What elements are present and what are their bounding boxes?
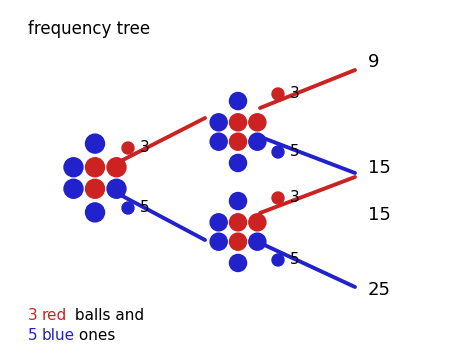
Text: 3: 3 <box>290 87 300 102</box>
Text: 25: 25 <box>368 281 391 299</box>
Text: frequency tree: frequency tree <box>28 20 150 38</box>
Text: 15: 15 <box>368 206 391 224</box>
Text: 15: 15 <box>368 159 391 177</box>
Circle shape <box>210 114 227 131</box>
Circle shape <box>85 158 104 177</box>
Circle shape <box>229 114 246 131</box>
Circle shape <box>272 254 284 266</box>
Circle shape <box>249 233 266 250</box>
Circle shape <box>229 255 246 272</box>
Circle shape <box>272 192 284 204</box>
Circle shape <box>64 158 83 177</box>
Text: 5: 5 <box>28 328 43 343</box>
Text: 5: 5 <box>290 252 300 268</box>
Text: 5: 5 <box>290 144 300 159</box>
Circle shape <box>85 203 104 222</box>
Circle shape <box>210 233 227 250</box>
Text: 3: 3 <box>290 191 300 206</box>
Circle shape <box>122 202 134 214</box>
Text: 3: 3 <box>140 141 150 155</box>
Circle shape <box>249 114 266 131</box>
Circle shape <box>249 214 266 231</box>
Text: 5: 5 <box>140 201 150 215</box>
Text: balls and: balls and <box>70 308 144 323</box>
Circle shape <box>85 179 104 198</box>
Circle shape <box>210 133 227 150</box>
Circle shape <box>272 146 284 158</box>
Circle shape <box>85 134 104 153</box>
Circle shape <box>272 88 284 100</box>
Circle shape <box>107 179 126 198</box>
Text: 3: 3 <box>28 308 43 323</box>
Circle shape <box>64 179 83 198</box>
Circle shape <box>122 142 134 154</box>
Text: 9: 9 <box>368 53 380 71</box>
Text: blue: blue <box>42 328 75 343</box>
Circle shape <box>107 158 126 177</box>
Circle shape <box>229 233 246 250</box>
Text: red: red <box>42 308 67 323</box>
Circle shape <box>229 154 246 171</box>
Circle shape <box>229 192 246 209</box>
Circle shape <box>210 214 227 231</box>
Circle shape <box>249 133 266 150</box>
Circle shape <box>229 133 246 150</box>
Text: ones: ones <box>74 328 115 343</box>
Circle shape <box>229 93 246 110</box>
Circle shape <box>229 214 246 231</box>
